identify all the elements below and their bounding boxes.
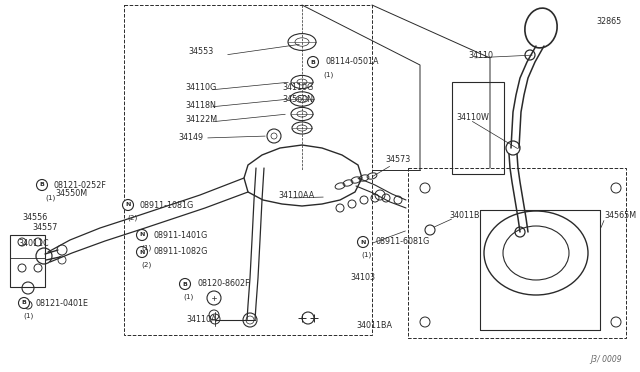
Text: (1): (1): [46, 195, 56, 201]
Text: 08114-0501A: 08114-0501A: [325, 58, 378, 67]
Circle shape: [136, 247, 147, 257]
Text: 34149: 34149: [178, 132, 203, 141]
Text: (1): (1): [141, 245, 151, 251]
Text: 34011BA: 34011BA: [356, 321, 392, 330]
Text: 34553: 34553: [188, 48, 213, 57]
Text: 34110AA: 34110AA: [278, 190, 314, 199]
Text: 08120-8602F: 08120-8602F: [197, 279, 250, 289]
Text: 34011C: 34011C: [18, 238, 49, 247]
Bar: [452, 82, 504, 174]
Text: 34110A: 34110A: [186, 315, 216, 324]
Text: 34556: 34556: [22, 214, 47, 222]
Text: (2): (2): [127, 215, 137, 221]
Text: N: N: [140, 250, 145, 254]
Bar: [10, 235, 45, 287]
Text: 34565M: 34565M: [604, 211, 636, 219]
Bar: [124, 5, 372, 335]
Text: 34122M: 34122M: [185, 115, 217, 125]
Text: 34110W: 34110W: [456, 113, 489, 122]
Text: 34560N: 34560N: [282, 96, 313, 105]
Text: 34557: 34557: [32, 224, 58, 232]
Text: 32865: 32865: [596, 17, 621, 26]
Text: (1): (1): [362, 252, 372, 258]
Text: 34550M: 34550M: [55, 189, 87, 198]
Text: 34110G: 34110G: [282, 83, 313, 93]
Text: 34103: 34103: [350, 273, 375, 282]
Text: 08121-0252F: 08121-0252F: [54, 180, 107, 189]
Circle shape: [358, 237, 369, 247]
Text: 08911-1401G: 08911-1401G: [154, 231, 208, 240]
Text: 08911-6081G: 08911-6081G: [375, 237, 429, 247]
Text: 34110G: 34110G: [185, 83, 216, 93]
Text: J3/ 0009: J3/ 0009: [590, 356, 621, 365]
Text: (1): (1): [23, 313, 33, 319]
Text: N: N: [360, 240, 365, 244]
Text: N: N: [140, 232, 145, 237]
Text: N: N: [125, 202, 131, 208]
Bar: [408, 168, 626, 338]
Text: (2): (2): [141, 262, 151, 268]
Text: 08911-1081G: 08911-1081G: [140, 201, 195, 209]
Text: 34110: 34110: [468, 51, 493, 60]
Text: 34118N: 34118N: [185, 100, 216, 109]
Circle shape: [179, 279, 191, 289]
Circle shape: [19, 298, 29, 308]
Text: (1): (1): [184, 294, 194, 300]
Text: 34573: 34573: [385, 155, 410, 164]
Circle shape: [307, 57, 319, 67]
Circle shape: [36, 180, 47, 190]
Text: (1): (1): [324, 72, 334, 78]
Text: B: B: [182, 282, 188, 286]
Text: 34011B: 34011B: [449, 211, 479, 219]
Circle shape: [122, 199, 134, 211]
Text: B: B: [22, 301, 26, 305]
Text: 08121-0401E: 08121-0401E: [36, 298, 89, 308]
Text: 08911-1082G: 08911-1082G: [154, 247, 209, 257]
Text: B: B: [310, 60, 316, 64]
Circle shape: [136, 230, 147, 241]
Text: B: B: [40, 183, 44, 187]
